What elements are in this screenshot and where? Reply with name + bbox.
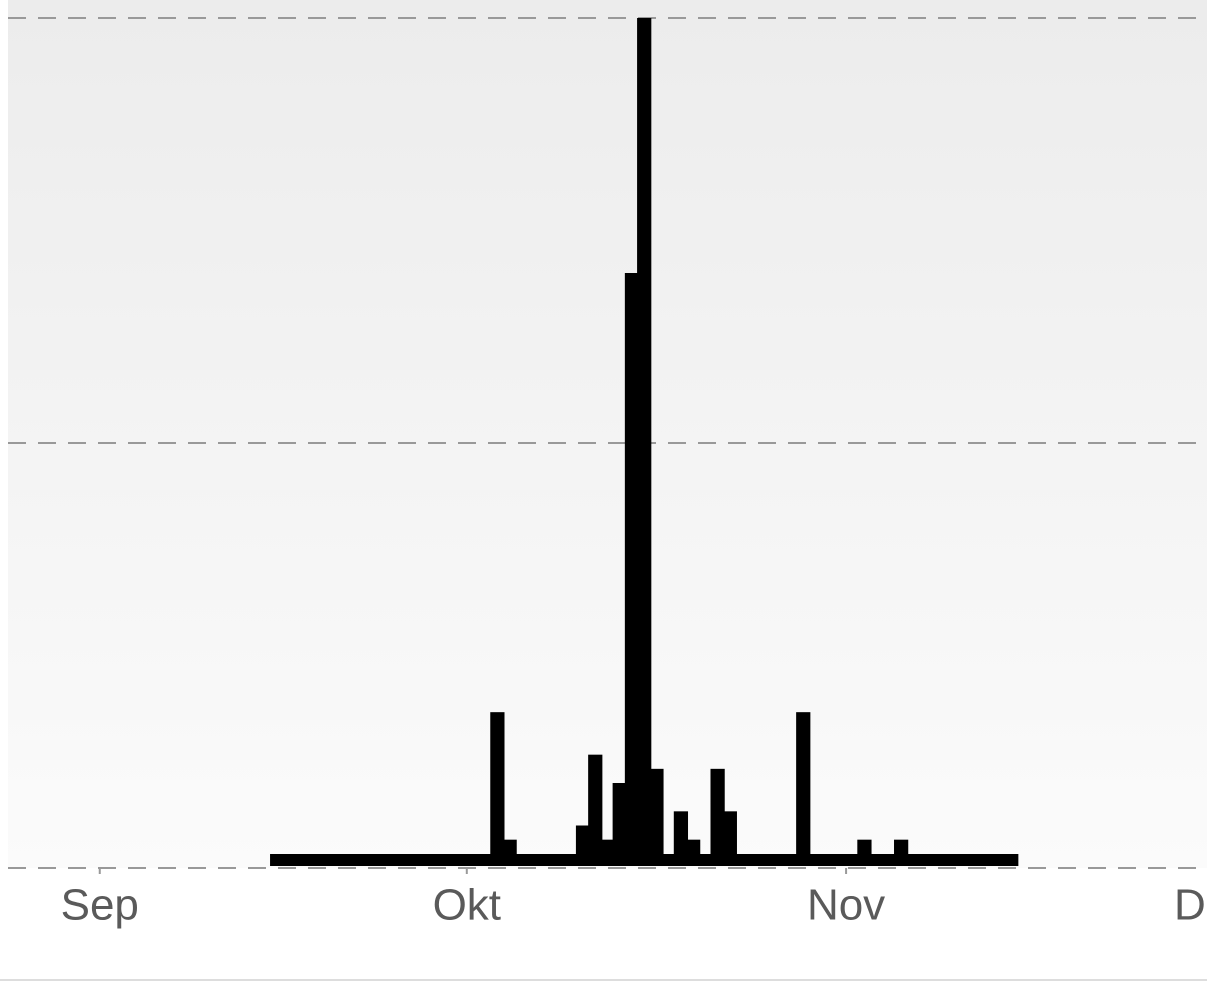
bar (894, 839, 909, 866)
bar (857, 839, 872, 866)
bar (343, 854, 358, 866)
bar (600, 839, 615, 866)
bar (661, 854, 676, 866)
bar (673, 811, 689, 866)
bar (392, 854, 407, 866)
bar (710, 768, 725, 866)
bar (930, 854, 945, 866)
bar (942, 854, 958, 866)
plot-background (8, 0, 1207, 868)
bar (796, 712, 811, 866)
x-tick-label: Okt (433, 881, 501, 930)
bar (771, 854, 786, 866)
bar (294, 854, 309, 866)
bar (624, 273, 640, 866)
bar (783, 854, 799, 866)
bar (453, 854, 468, 866)
bar (416, 854, 432, 866)
bar (906, 854, 921, 866)
bar (318, 854, 334, 866)
bar (355, 854, 370, 866)
bar (722, 811, 737, 866)
bar (869, 854, 884, 866)
bar (465, 854, 481, 866)
bar (282, 854, 297, 866)
bar (539, 854, 554, 866)
bar (490, 712, 505, 866)
bar (967, 854, 982, 866)
bar (1004, 854, 1019, 866)
bar (588, 754, 603, 866)
bar (820, 854, 835, 866)
bar (979, 854, 994, 866)
bar (747, 854, 762, 866)
x-tick-label: Dez (1174, 881, 1207, 930)
bar (514, 854, 529, 866)
bar (991, 854, 1007, 866)
bar (331, 854, 346, 866)
bar (441, 854, 456, 866)
bar (918, 854, 933, 866)
bar (845, 854, 860, 866)
bar (832, 854, 848, 866)
bar (649, 768, 664, 866)
x-tick-label: Nov (807, 881, 885, 930)
bar (270, 854, 285, 866)
bar (759, 854, 774, 866)
bar (380, 854, 395, 866)
bar (429, 854, 444, 866)
bar (955, 854, 970, 866)
bar (563, 854, 578, 866)
x-tick-label: Sep (61, 881, 139, 930)
bar (502, 839, 517, 866)
bar (306, 854, 321, 866)
bar (734, 854, 750, 866)
bar (612, 783, 627, 866)
bar (367, 854, 383, 866)
bar (881, 854, 897, 866)
bar (637, 18, 652, 866)
bar (526, 854, 542, 866)
bar (686, 839, 701, 866)
bar (551, 854, 566, 866)
bar (575, 825, 591, 866)
bar (478, 854, 493, 866)
bar (698, 854, 713, 866)
bar (404, 854, 419, 866)
bar (808, 854, 823, 866)
